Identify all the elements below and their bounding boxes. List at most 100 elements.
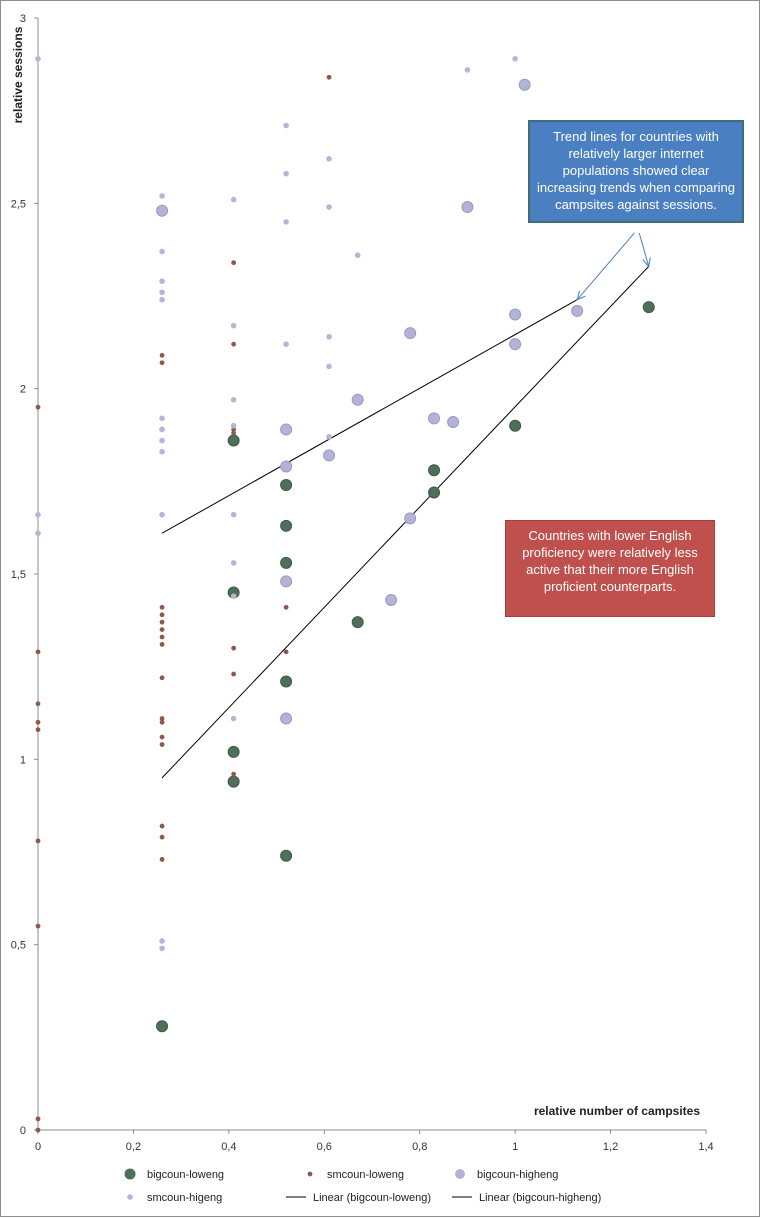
data-point-smcoun-higeng xyxy=(35,511,41,518)
data-point-bigcoun-higheng xyxy=(323,449,336,462)
x-tick-label: 1,4 xyxy=(698,1141,713,1153)
data-point-bigcoun-higheng xyxy=(428,412,441,425)
data-point-bigcoun-higheng xyxy=(518,78,531,91)
data-point-smcoun-higeng xyxy=(159,415,165,422)
data-point-bigcoun-loweng xyxy=(280,675,293,688)
data-point-bigcoun-higheng xyxy=(385,593,398,606)
data-point-bigcoun-loweng xyxy=(642,301,655,314)
data-point-smcoun-loweng xyxy=(159,619,165,625)
data-point-smcoun-loweng xyxy=(35,1116,41,1122)
data-point-bigcoun-loweng xyxy=(227,775,240,788)
arrow-line xyxy=(576,232,635,301)
data-point-bigcoun-higheng xyxy=(447,416,460,429)
x-tick-label: 1,2 xyxy=(603,1141,618,1153)
data-point-smcoun-loweng xyxy=(159,734,165,740)
data-point-smcoun-higeng xyxy=(159,289,165,296)
data-point-smcoun-loweng xyxy=(35,701,41,707)
y-tick-label: 0,5 xyxy=(11,940,26,952)
data-point-bigcoun-higheng xyxy=(571,304,584,317)
data-point-smcoun-higeng xyxy=(326,363,332,370)
data-point-bigcoun-loweng xyxy=(280,479,293,492)
data-point-smcoun-higeng xyxy=(354,252,361,259)
data-point-smcoun-loweng xyxy=(231,671,237,677)
data-point-bigcoun-loweng xyxy=(428,486,441,499)
data-point-smcoun-higeng xyxy=(326,434,332,440)
legend-label: bigcoun-higheng xyxy=(477,1169,558,1181)
data-point-bigcoun-loweng xyxy=(428,464,441,477)
data-point-bigcoun-loweng xyxy=(509,419,522,432)
data-point-bigcoun-loweng xyxy=(227,745,240,758)
data-point-bigcoun-higheng xyxy=(509,338,522,351)
legend-marker xyxy=(307,1171,313,1177)
data-point-bigcoun-loweng xyxy=(280,556,293,569)
data-point-bigcoun-higheng xyxy=(351,393,364,406)
data-points xyxy=(35,55,655,1133)
data-point-smcoun-loweng xyxy=(159,675,165,681)
data-point-smcoun-loweng xyxy=(231,260,237,266)
data-point-smcoun-higeng xyxy=(159,296,165,303)
y-tick-label: 1,5 xyxy=(11,569,26,581)
data-point-smcoun-loweng xyxy=(159,612,165,618)
legend-label: smcoun-loweng xyxy=(327,1169,404,1181)
data-point-smcoun-higeng xyxy=(35,55,41,62)
y-tick-label: 1 xyxy=(20,754,26,766)
data-point-smcoun-loweng xyxy=(159,716,165,721)
data-point-smcoun-higeng xyxy=(159,248,165,255)
data-point-bigcoun-higheng xyxy=(156,204,169,217)
x-axis-title: relative number of campsites xyxy=(534,1104,700,1118)
data-point-smcoun-higeng xyxy=(283,170,289,177)
x-tick-label: 1 xyxy=(512,1141,518,1153)
x-tick-label: 0,8 xyxy=(412,1141,427,1153)
y-tick-label: 3 xyxy=(20,13,26,25)
data-point-bigcoun-higheng xyxy=(461,201,474,214)
data-point-smcoun-higeng xyxy=(283,341,289,347)
data-point-smcoun-higeng xyxy=(230,593,237,600)
data-point-smcoun-higeng xyxy=(230,396,237,403)
data-point-smcoun-higeng xyxy=(283,122,289,129)
data-point-smcoun-loweng xyxy=(159,834,165,840)
data-point-smcoun-loweng xyxy=(283,604,289,610)
data-point-smcoun-higeng xyxy=(326,204,332,210)
data-point-smcoun-loweng xyxy=(283,649,289,655)
data-point-smcoun-higeng xyxy=(159,278,165,284)
legend-marker xyxy=(124,1168,136,1180)
data-point-smcoun-higeng xyxy=(230,196,237,203)
data-point-smcoun-loweng xyxy=(159,352,165,358)
tick-labels: 0 0,2 0,4 0,6 0,8 1 1,2 1,4 0 0,5 1 1,5 2 2,5 3 xyxy=(11,13,714,1153)
data-point-bigcoun-loweng xyxy=(227,434,240,447)
data-point-smcoun-higeng xyxy=(512,55,518,62)
axes xyxy=(34,17,707,1134)
trend-callout: Trend lines for countries with relativel… xyxy=(528,120,744,223)
data-point-smcoun-loweng xyxy=(159,642,165,647)
legend: bigcoun-loweng smcoun-loweng bigcoun-highe… xyxy=(124,1168,601,1204)
data-point-smcoun-loweng xyxy=(35,727,41,733)
data-point-smcoun-loweng xyxy=(35,649,41,655)
data-point-smcoun-loweng xyxy=(159,604,165,610)
data-point-smcoun-loweng xyxy=(231,430,237,436)
data-point-smcoun-higeng xyxy=(159,511,165,518)
arrow-head xyxy=(576,290,586,301)
data-point-bigcoun-loweng xyxy=(280,849,293,862)
data-point-smcoun-loweng xyxy=(35,923,41,929)
arrow-head xyxy=(642,257,651,268)
data-point-smcoun-higeng xyxy=(35,530,41,537)
legend-label: Linear (bigcoun-higheng) xyxy=(479,1192,601,1204)
data-point-smcoun-higeng xyxy=(230,322,237,329)
data-point-smcoun-higeng xyxy=(230,511,237,518)
data-point-smcoun-loweng xyxy=(159,360,165,366)
legend-label: Linear (bigcoun-loweng) xyxy=(313,1192,431,1204)
data-point-bigcoun-higheng xyxy=(404,512,417,525)
x-tick-label: 0 xyxy=(35,1141,41,1153)
data-point-smcoun-loweng xyxy=(231,771,237,777)
y-tick-label: 2,5 xyxy=(11,198,26,210)
y-axis-title: relative sessions xyxy=(11,26,25,123)
data-point-smcoun-higeng xyxy=(159,938,165,944)
y-tick-label: 0 xyxy=(20,1125,26,1137)
data-point-bigcoun-loweng xyxy=(351,616,364,629)
x-tick-label: 0,2 xyxy=(126,1141,141,1153)
data-point-smcoun-loweng xyxy=(231,341,237,347)
data-point-smcoun-higeng xyxy=(326,156,332,162)
data-point-smcoun-loweng xyxy=(159,823,165,829)
data-point-smcoun-loweng xyxy=(35,838,41,844)
data-point-smcoun-higeng xyxy=(230,560,237,566)
